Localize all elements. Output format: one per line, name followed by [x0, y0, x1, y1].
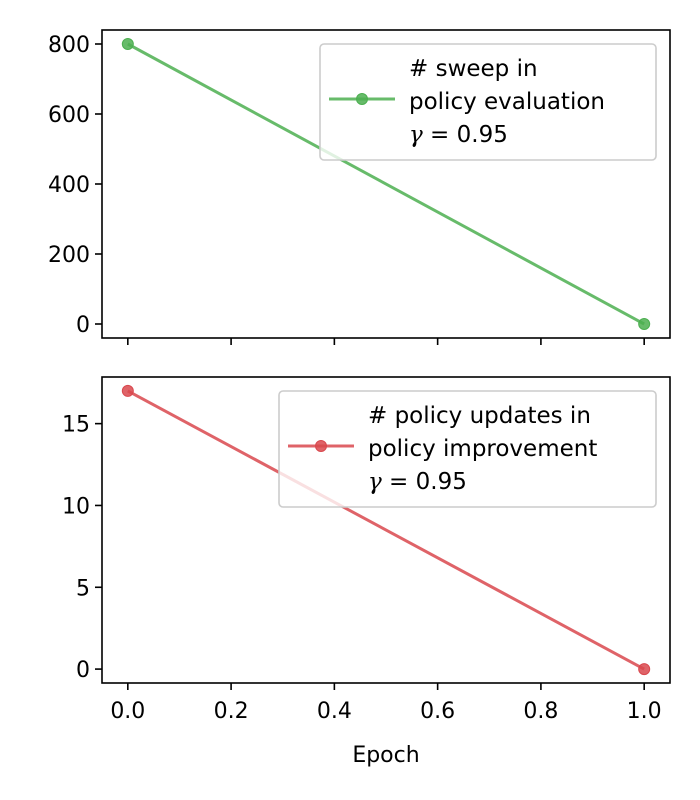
x-axis-label: Epoch [352, 743, 419, 768]
series-line [127, 42, 645, 326]
data-point-marker [638, 663, 651, 676]
axes-frame [101, 376, 671, 684]
legend-marker-handle [315, 440, 327, 452]
y-tick-label: 0 [76, 658, 90, 683]
x-tick-label: 1.0 [627, 699, 662, 724]
y-tick-label: 10 [62, 494, 90, 519]
legend: # sweep in policy evaluation γ = 0.95 [319, 43, 657, 161]
y-tick-label: 15 [62, 413, 90, 438]
x-tick-label: 0.4 [317, 699, 352, 724]
data-point-marker [121, 38, 134, 50]
y-tick-label: 800 [48, 33, 90, 58]
legend-label-line: policy improvement [368, 436, 597, 462]
x-tick-label: 0.6 [420, 699, 455, 724]
legend: # policy updates in policy improvement γ =… [278, 390, 657, 508]
x-tick-label: 0.8 [523, 699, 558, 724]
legend-label-line: # sweep in [409, 56, 538, 82]
top-subplot: 0 200 400 600 800 # sweep in policy evaluation… [48, 29, 671, 345]
legend-marker-handle [356, 93, 368, 105]
legend-box [319, 43, 657, 161]
gamma-symbol: γ [368, 469, 382, 495]
legend-box [278, 390, 657, 508]
legend-gamma-line: γ = 0.95 [368, 469, 467, 495]
legend-label-line: policy evaluation [409, 89, 605, 115]
axes-frame [101, 29, 671, 339]
y-tick-label: 600 [48, 103, 90, 128]
gamma-value: = 0.95 [382, 469, 467, 495]
gamma-symbol: γ [409, 122, 423, 148]
x-tick-label: 0.0 [110, 699, 145, 724]
y-tick-label: 5 [76, 576, 90, 601]
bottom-subplot: 0 5 10 15 0.0 0.2 0.4 0.6 0.8 1.0 # policy updates… [62, 376, 671, 724]
y-tick-label: 0 [76, 313, 90, 338]
series-line [127, 389, 645, 671]
gamma-value: = 0.95 [423, 122, 508, 148]
x-tick-label: 0.2 [214, 699, 249, 724]
legend-label-line: # policy updates in [368, 403, 591, 429]
data-point-marker [638, 318, 651, 330]
data-point-marker [121, 384, 134, 397]
y-tick-label: 200 [48, 243, 90, 268]
legend-gamma-line: γ = 0.95 [409, 122, 508, 148]
y-tick-label: 400 [48, 173, 90, 198]
